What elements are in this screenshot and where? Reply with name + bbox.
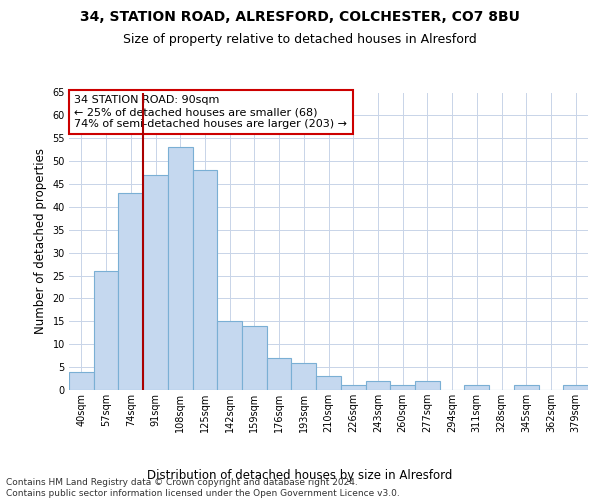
Text: Size of property relative to detached houses in Alresford: Size of property relative to detached ho… <box>123 32 477 46</box>
Bar <box>94 271 118 390</box>
Bar <box>118 193 143 390</box>
Bar <box>365 381 390 390</box>
Bar <box>168 148 193 390</box>
Bar <box>415 381 440 390</box>
Text: Contains HM Land Registry data © Crown copyright and database right 2024.
Contai: Contains HM Land Registry data © Crown c… <box>6 478 400 498</box>
Bar <box>267 358 292 390</box>
Bar <box>143 175 168 390</box>
Text: Distribution of detached houses by size in Alresford: Distribution of detached houses by size … <box>148 470 452 482</box>
Bar <box>390 386 415 390</box>
Bar <box>341 386 365 390</box>
Bar <box>316 376 341 390</box>
Text: 34 STATION ROAD: 90sqm
← 25% of detached houses are smaller (68)
74% of semi-det: 34 STATION ROAD: 90sqm ← 25% of detached… <box>74 96 347 128</box>
Bar <box>464 386 489 390</box>
Bar <box>563 386 588 390</box>
Bar <box>514 386 539 390</box>
Bar <box>217 322 242 390</box>
Bar <box>292 362 316 390</box>
Bar <box>242 326 267 390</box>
Text: 34, STATION ROAD, ALRESFORD, COLCHESTER, CO7 8BU: 34, STATION ROAD, ALRESFORD, COLCHESTER,… <box>80 10 520 24</box>
Y-axis label: Number of detached properties: Number of detached properties <box>34 148 47 334</box>
Bar <box>193 170 217 390</box>
Bar <box>69 372 94 390</box>
